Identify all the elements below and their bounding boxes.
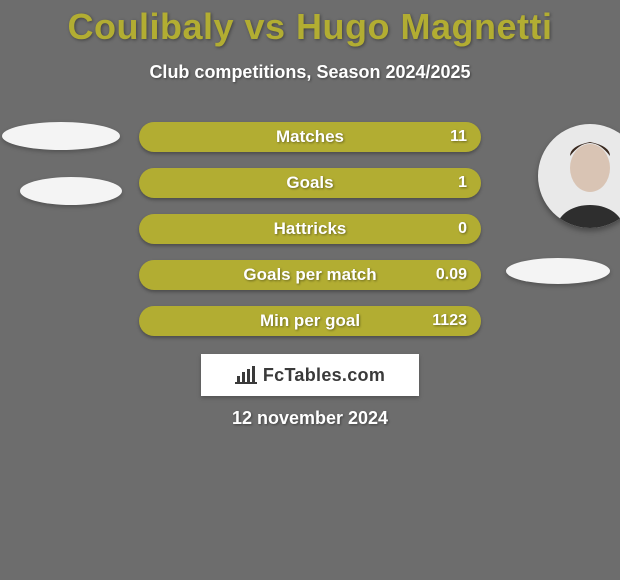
player-right-placeholder [506,258,610,284]
stat-row-min-per-goal: Min per goal 1123 [139,306,481,336]
stat-row-matches: Matches 11 [139,122,481,152]
stat-row-goals-per-match: Goals per match 0.09 [139,260,481,290]
player-left-placeholder-1 [2,122,120,150]
stat-label: Matches [276,127,344,147]
stat-label: Hattricks [274,219,347,239]
stat-value: 1123 [432,312,467,330]
page-title: Coulibaly vs Hugo Magnetti [0,0,620,48]
stat-value: 0.09 [436,266,467,284]
player-left-placeholder-2 [20,177,122,205]
stat-value: 11 [450,128,467,146]
stat-row-hattricks: Hattricks 0 [139,214,481,244]
player-right-avatar [538,124,620,228]
brand-badge[interactable]: FcTables.com [201,354,419,396]
stat-value: 1 [458,174,467,192]
bar-chart-icon [235,366,257,384]
stat-label: Min per goal [260,311,360,331]
snapshot-date: 12 november 2024 [232,408,388,429]
brand-text: FcTables.com [263,365,385,386]
comparison-card: Coulibaly vs Hugo Magnetti Club competit… [0,0,620,580]
avatar-icon [538,124,620,228]
stat-label: Goals per match [243,265,376,285]
stat-label: Goals [286,173,333,193]
stat-value: 0 [458,220,467,238]
stats-list: Matches 11 Goals 1 Hattricks 0 Goals per… [139,122,481,352]
stat-row-goals: Goals 1 [139,168,481,198]
subtitle: Club competitions, Season 2024/2025 [0,62,620,83]
